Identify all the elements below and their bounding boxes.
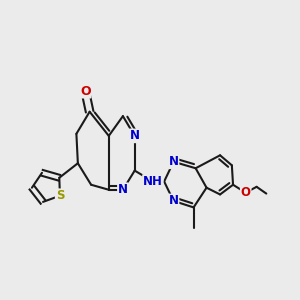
Text: O: O: [241, 186, 251, 199]
Text: N: N: [118, 183, 128, 196]
Text: N: N: [130, 129, 140, 142]
Text: O: O: [80, 85, 91, 98]
Text: S: S: [56, 189, 64, 202]
Text: NH: NH: [143, 175, 163, 188]
Text: N: N: [169, 155, 178, 168]
Text: N: N: [169, 194, 178, 207]
